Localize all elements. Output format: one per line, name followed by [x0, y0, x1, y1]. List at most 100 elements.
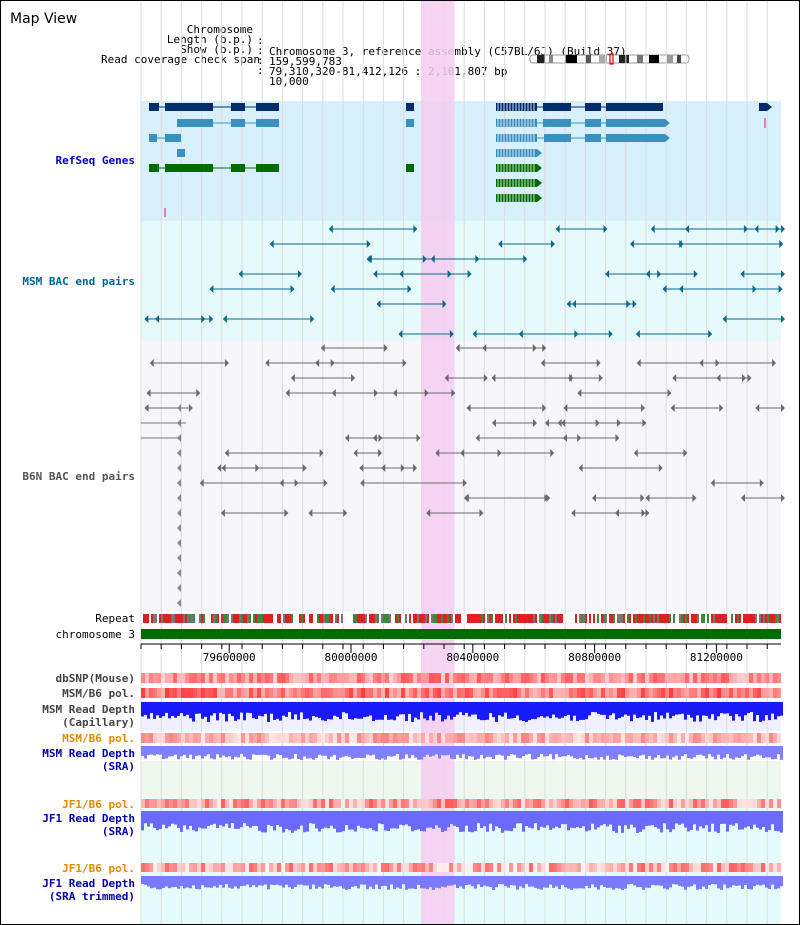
- jf1-pol-cell: [309, 799, 313, 808]
- msm-bac-end-pairs[interactable]: [144, 225, 785, 338]
- jf1-depth-bar: [465, 811, 468, 826]
- repeat-block: [181, 614, 183, 623]
- msm-pol-sra-cell: [757, 733, 761, 743]
- msm-depth-cap-bar: [516, 702, 519, 716]
- dbsnp-cell: [397, 673, 401, 683]
- repeat-block: [247, 614, 249, 623]
- jf1-depth-bar: [525, 811, 528, 827]
- jf1-pol2-cell: [169, 863, 173, 872]
- msm-depth-sra-bar: [423, 746, 426, 757]
- repeat-block: [753, 614, 755, 623]
- msm-pol-sra-cell: [433, 733, 437, 743]
- jf1-depth-bar: [621, 811, 624, 833]
- msm-depth-sra-bar: [555, 746, 558, 755]
- msm-pol-cell: [573, 688, 577, 698]
- msm-depth-cap-bar: [489, 702, 492, 714]
- jf1-depth-trim-bar: [537, 876, 540, 889]
- jf1-depth-bar: [384, 811, 387, 831]
- jf1-pol-cell: [453, 799, 457, 808]
- msm-pol-sra-cell: [281, 733, 285, 743]
- dbsnp-cell: [369, 673, 373, 683]
- msm-depth-sra-bar: [540, 746, 543, 755]
- msm-depth-sra-bar: [306, 746, 309, 759]
- dbsnp-cell: [753, 673, 757, 683]
- jf1-depth-bar: [534, 811, 537, 824]
- dbsnp-cell: [577, 673, 581, 683]
- dbsnp-cell: [677, 673, 681, 683]
- repeat-block: [273, 614, 275, 623]
- jf1-pol-cell: [581, 799, 585, 808]
- msm-pol-sra-cell: [285, 733, 289, 743]
- jf1-depth-trim-bar: [744, 876, 747, 885]
- repeat-block: [187, 614, 189, 623]
- jf1-depth-bar: [456, 811, 459, 828]
- jf1-pol2-cell: [281, 863, 285, 872]
- msm-depth-cap-bar: [303, 702, 306, 720]
- jf1-depth-bar: [279, 811, 282, 827]
- jf1-pol2-cell: [285, 863, 289, 872]
- jf1-depth-bar: [468, 811, 471, 832]
- jf1-pol2-cell: [629, 863, 633, 872]
- refseq-genes[interactable]: [149, 103, 772, 217]
- repeat-block: [643, 614, 645, 623]
- repeat-block: [357, 614, 359, 623]
- axis-tick-label: 79600000: [203, 651, 256, 664]
- jf1-depth-trim-bar: [372, 876, 375, 889]
- msm-depth-sra-bar: [330, 746, 333, 757]
- repeat-block: [651, 614, 653, 623]
- selected-region-highlight[interactable]: [421, 1, 455, 924]
- jf1-depth-trim-bar: [348, 876, 351, 890]
- jf1-depth-bar: [618, 811, 621, 826]
- msm-pol-sra-cell: [405, 733, 409, 743]
- jf1-pol2-cell: [633, 863, 637, 872]
- msm-pol-cell: [545, 688, 549, 698]
- msm-pol-sra-cell: [541, 733, 545, 743]
- track-label-msm-pol: MSM/B6 pol.: [62, 687, 135, 700]
- jf1-depth-trim-bar: [489, 876, 492, 888]
- jf1-pol-cell: [481, 799, 485, 808]
- repeat-block: [685, 614, 687, 623]
- jf1-pol-cell: [765, 799, 769, 808]
- jf1-depth-trim-bar: [210, 876, 213, 888]
- msm-pol-sra-cell: [365, 733, 369, 743]
- jf1-pol-cell: [337, 799, 341, 808]
- jf1-depth-bar: [300, 811, 303, 826]
- header-row-show: Show (b.p.) : 79,310,320-81,412,126 : 2,…: [1, 33, 799, 77]
- msm-depth-sra-bar: [174, 746, 177, 755]
- msm-depth-sra-bar: [213, 746, 216, 760]
- msm-pol-cell: [469, 688, 473, 698]
- msm-depth-sra-bar: [333, 746, 336, 756]
- repeat-block: [605, 614, 607, 623]
- msm-depth-sra-bar: [759, 746, 762, 756]
- b6n-bac-end-pairs[interactable]: [141, 344, 785, 607]
- jf1-pol-cell: [561, 799, 565, 808]
- repeat-block: [417, 614, 419, 623]
- jf1-depth-bar: [447, 811, 450, 828]
- msm-bac-end: [650, 225, 655, 233]
- jf1-pol-cell: [661, 799, 665, 808]
- gene-exon: [496, 149, 537, 157]
- jf1-depth-trim-bar: [270, 876, 273, 885]
- jf1-depth-trim-bar: [294, 876, 297, 888]
- dbsnp-cell: [481, 673, 485, 683]
- dbsnp-cell: [673, 673, 677, 683]
- dbsnp-cell: [261, 673, 265, 683]
- msm-pol-cell: [661, 688, 665, 698]
- chromosome-ideogram[interactable]: [529, 53, 691, 65]
- jf1-pol2-cell: [525, 863, 529, 872]
- dbsnp-cell: [653, 673, 657, 683]
- jf1-pol-cell: [369, 799, 373, 808]
- msm-depth-sra-bar: [210, 746, 213, 759]
- jf1-pol2-cell: [553, 863, 557, 872]
- msm-depth-sra-bar: [348, 746, 351, 757]
- jf1-pol-cell: [557, 799, 561, 808]
- jf1-depth-bar: [339, 811, 342, 833]
- repeat-block: [231, 614, 233, 623]
- msm-pol-cell: [689, 688, 693, 698]
- msm-bac-end: [662, 285, 667, 293]
- jf1-pol-cell: [633, 799, 637, 808]
- dbsnp-cell: [241, 673, 245, 683]
- msm-pol-sra-cell: [409, 733, 413, 743]
- jf1-pol-cell: [313, 799, 317, 808]
